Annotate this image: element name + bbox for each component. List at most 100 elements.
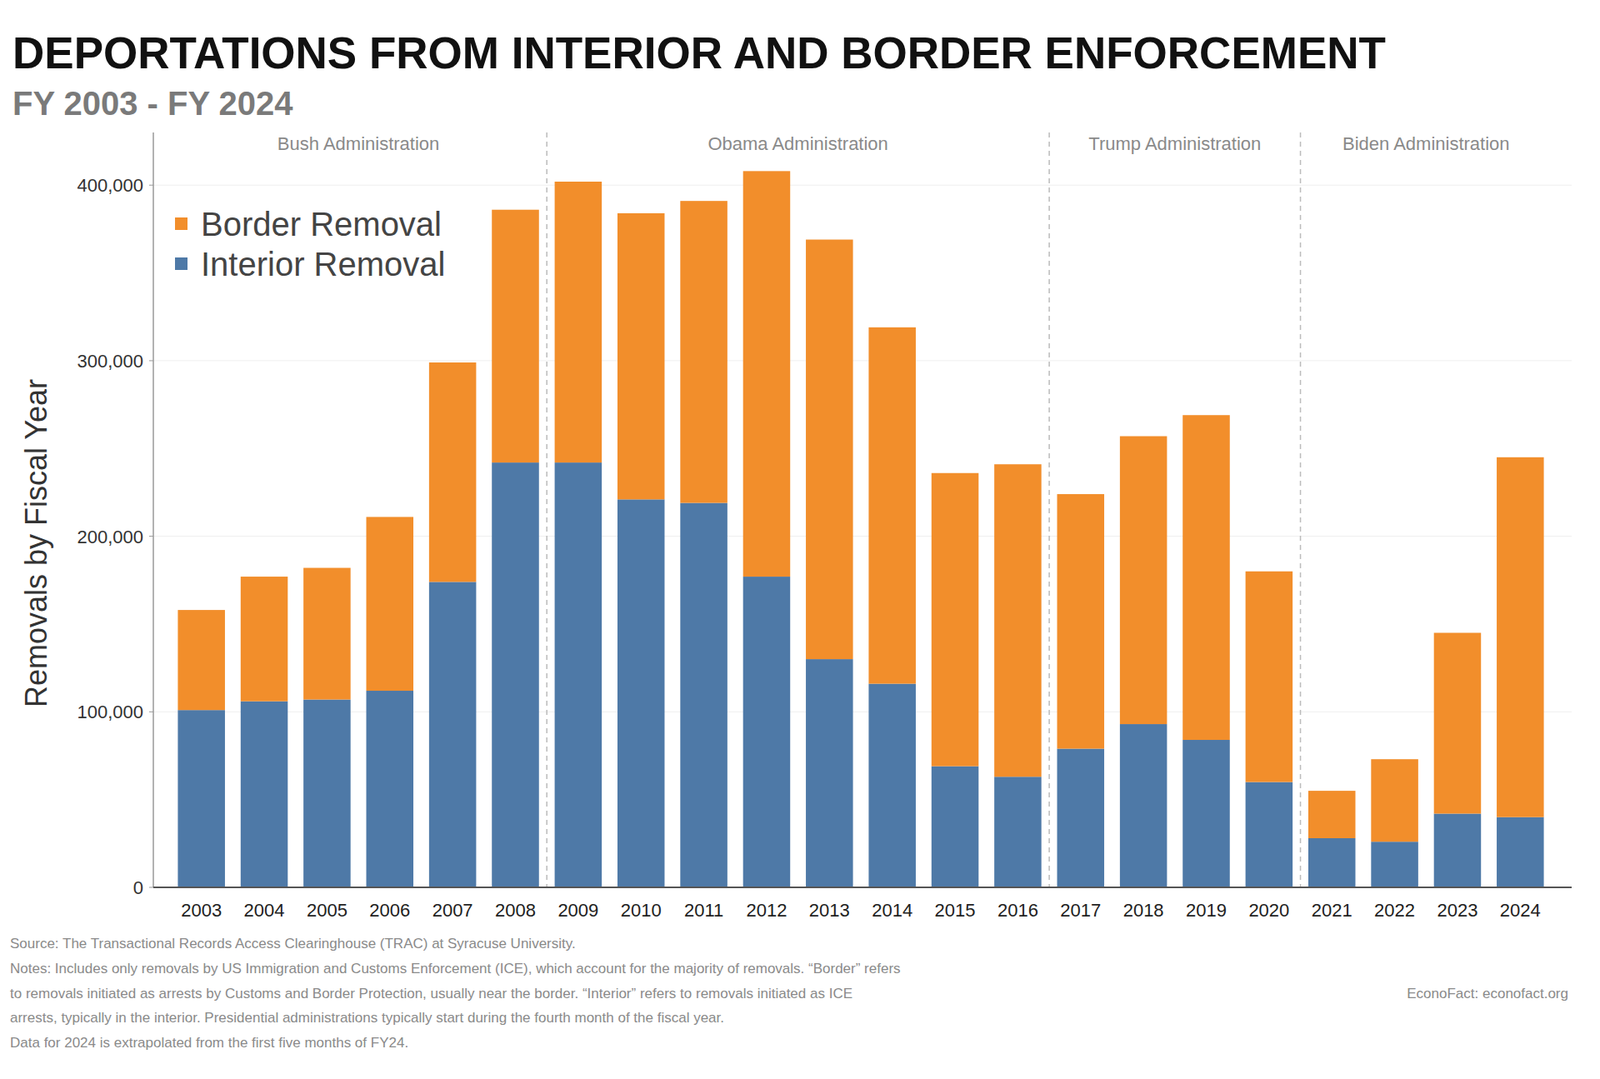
x-tick-label: 2020: [1248, 900, 1290, 921]
bar: [1057, 494, 1105, 750]
bar: [1370, 841, 1419, 888]
bar: [617, 213, 665, 500]
bar: [1496, 457, 1545, 818]
annotation: Biden Administration: [1342, 133, 1510, 155]
bar: [491, 210, 540, 463]
x-tick-label: 2010: [620, 900, 662, 921]
grid-line: [153, 535, 1572, 537]
x-tick-label: 2018: [1123, 900, 1165, 921]
x-tick-label: 2009: [557, 900, 599, 921]
bar: [303, 568, 351, 700]
bar: [240, 701, 289, 888]
x-tick-label: 2008: [495, 900, 536, 921]
x-tick-label: 2011: [684, 900, 724, 921]
y-tick-label: 100,000: [76, 701, 144, 723]
x-tick-label: 2016: [997, 900, 1039, 921]
page: {"chart_data": {"type": "bar", "stacked"…: [0, 0, 1600, 1079]
y-tick-label: 400,000: [76, 175, 144, 196]
bar: [868, 327, 916, 685]
bar: [1308, 838, 1356, 888]
title: DEPORTATIONS FROM INTERIOR AND BORDER EN…: [12, 28, 1386, 78]
bar: [931, 766, 980, 888]
x-tick-label: 2004: [244, 900, 285, 921]
bar: [1245, 571, 1294, 783]
bar: [1120, 724, 1168, 888]
bars: [177, 170, 1544, 888]
divider: [545, 132, 548, 888]
bar: [994, 776, 1042, 888]
x-tick-label: 2005: [306, 900, 348, 921]
legend-swatch: [175, 217, 188, 230]
bar: [617, 499, 665, 888]
note: Notes: Includes only removals by US Immi…: [10, 960, 901, 977]
bar: [366, 690, 415, 888]
note: arrests, typically in the interior. Pres…: [10, 1010, 725, 1026]
bar: [555, 181, 603, 463]
bar: [1434, 632, 1482, 814]
x-tick-label: 2024: [1500, 900, 1541, 921]
bar: [931, 473, 980, 767]
bar: [177, 610, 225, 710]
annotation: Bush Administration: [277, 133, 440, 155]
x-tick-label: 2022: [1374, 900, 1415, 921]
bar: [177, 710, 225, 888]
grid-line: [153, 360, 1572, 361]
y-axis-label: Removals by Fiscal Year: [19, 379, 54, 708]
bar: [429, 581, 477, 888]
x-tick-label: 2013: [809, 900, 850, 921]
bar: [994, 464, 1042, 777]
x-tick-label: 2015: [935, 900, 976, 921]
bar: [429, 362, 477, 582]
divider: [1048, 132, 1050, 888]
x-tick-label: 2017: [1060, 900, 1101, 921]
bar: [1496, 817, 1545, 888]
y-tick-label: 0: [133, 877, 144, 899]
bar: [366, 516, 415, 691]
x-tick-label: 2021: [1311, 900, 1353, 921]
annotation: Obama Administration: [707, 133, 888, 155]
annotation: Trump Administration: [1088, 133, 1261, 155]
bar: [240, 576, 289, 702]
bar: [1182, 740, 1230, 888]
x-tick-label: 2023: [1436, 900, 1478, 921]
grid-line: [153, 887, 1572, 889]
legend: Border RemovalInterior Removal: [175, 205, 445, 283]
source: Source: The Transactional Records Access…: [10, 935, 576, 952]
bar: [743, 576, 791, 888]
grid-line: [153, 711, 1572, 713]
bar: [680, 200, 728, 503]
y-tick-label: 300,000: [76, 350, 144, 372]
bar: [680, 503, 728, 888]
x-tick-label: 2003: [180, 900, 222, 921]
bar: [303, 700, 351, 888]
bar: [805, 659, 854, 888]
bar: [868, 684, 916, 888]
y-axis: [152, 132, 155, 888]
legend-swatch: [175, 257, 188, 270]
grid: [153, 185, 1572, 888]
note: to removals initiated as arrests by Cust…: [10, 985, 853, 1002]
bar: [1308, 790, 1356, 839]
bar: [743, 170, 791, 577]
note: Data for 2024 is extrapolated from the f…: [10, 1035, 409, 1051]
x-tick-label: 2007: [432, 900, 474, 921]
bar: [555, 462, 603, 888]
bar: [1120, 436, 1168, 725]
divider: [1300, 132, 1302, 888]
legend-label: Border Removal: [200, 205, 442, 243]
grid-line: [153, 185, 1572, 186]
bar: [1057, 749, 1105, 888]
bar: [1182, 415, 1230, 740]
chart: DEPORTATIONS FROM INTERIOR AND BORDER EN…: [0, 0, 1600, 1079]
subtitle: FY 2003 - FY 2024: [12, 85, 294, 122]
x-tick-label: 2006: [369, 900, 410, 921]
credit: EconoFact: econofact.org: [1406, 985, 1569, 1002]
bar: [1245, 782, 1294, 888]
legend-label: Interior Removal: [200, 245, 445, 283]
x-axis: [153, 886, 1572, 889]
bar: [1434, 814, 1482, 888]
bar: [805, 240, 854, 660]
x-tick-label: 2014: [871, 900, 913, 921]
bar: [491, 462, 540, 888]
x-tick-label: 2012: [745, 900, 787, 921]
